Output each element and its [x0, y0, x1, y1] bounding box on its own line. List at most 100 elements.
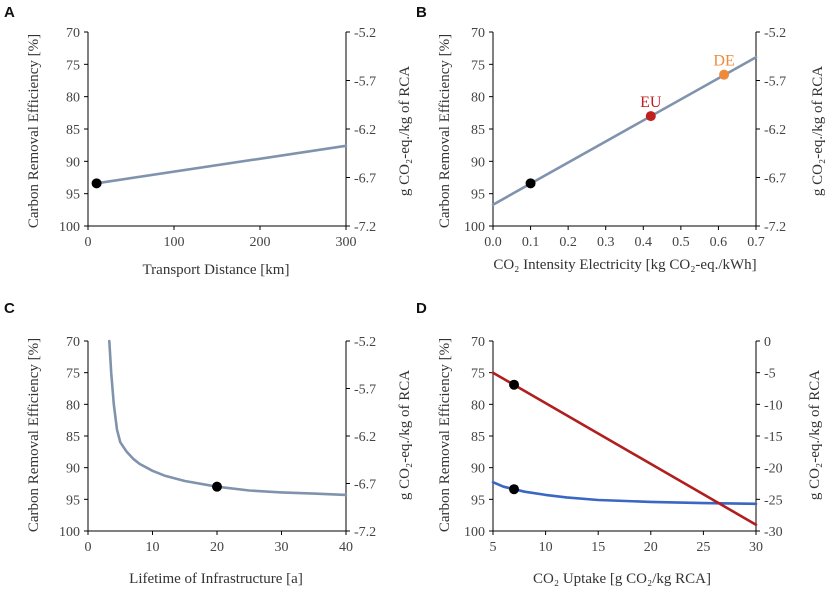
- y-tick-label-right-c: -5.2: [354, 335, 376, 350]
- series-line-c-0: [108, 339, 348, 497]
- x-tick-label-d: 15: [591, 540, 605, 555]
- y-tick-label-left-c: 80: [66, 398, 80, 413]
- series-line-d-0: [491, 480, 758, 506]
- y-tick-label-left-c: 85: [66, 430, 80, 445]
- y-tick-label-left-b: 80: [471, 91, 485, 106]
- y-tick-label-right-b: -6.7: [764, 172, 786, 187]
- panel-letter-d: D: [416, 300, 427, 317]
- series-line-b-0: [491, 55, 758, 206]
- panel-b: B Carbon Removal Efficiency [%] g CO₂-eq…: [416, 4, 826, 273]
- x-tick-label-a: 100: [164, 235, 185, 250]
- y-tick-label-left-c: 90: [66, 462, 80, 477]
- y-axis-label-right-c: g CO₂-eq./kg of RCA: [397, 370, 413, 500]
- y-tick-label-left-c: 75: [66, 367, 80, 382]
- series-line-d-1: [491, 371, 758, 526]
- x-tick-label-c: 0: [85, 540, 92, 555]
- y-tick-label-right-b: -7.2: [764, 220, 786, 235]
- data-point-c: [212, 481, 222, 492]
- y-tick-label-left-a: 85: [66, 123, 80, 138]
- y-tick-label-left-a: 100: [59, 220, 80, 235]
- y-tick-label-right-d: 0: [764, 335, 771, 350]
- y-tick-label-right-b: -6.2: [764, 123, 786, 138]
- y-axis-label-right-d: g CO₂-eq./kg of RCA: [807, 370, 823, 500]
- x-tick-label-c: 10: [146, 540, 160, 555]
- y-tick-label-left-b: 100: [464, 220, 485, 235]
- y-tick-label-left-a: 95: [66, 188, 80, 203]
- y-tick-label-right-a: -6.7: [354, 172, 376, 187]
- y-tick-label-left-d: 95: [471, 493, 485, 508]
- y-tick-label-right-b: -5.7: [764, 75, 786, 90]
- y-axis-label-left-a: Carbon Removal Efficiency [%]: [26, 34, 42, 228]
- y-tick-label-left-a: 80: [66, 91, 80, 106]
- y-tick-label-left-d: 90: [471, 462, 485, 477]
- y-tick-label-left-d: 70: [471, 335, 485, 350]
- y-axis-label-right-a: g CO₂-eq./kg of RCA: [397, 66, 413, 196]
- y-tick-label-left-d: 100: [464, 525, 485, 540]
- panel-letter-a: A: [4, 4, 15, 21]
- y-axis-label-left-c: Carbon Removal Efficiency [%]: [26, 338, 42, 532]
- x-tick-label-d: 10: [539, 540, 553, 555]
- x-tick-label-a: 300: [336, 235, 357, 250]
- y-tick-label-right-b: -5.2: [764, 26, 786, 41]
- data-point-a: [91, 178, 102, 189]
- y-tick-label-left-c: 70: [66, 335, 80, 350]
- panel-c: C Carbon Removal Efficiency [%] g CO₂-eq…: [4, 300, 413, 587]
- y-tick-label-left-d: 75: [471, 367, 485, 382]
- y-tick-label-right-d: -15: [764, 430, 783, 445]
- y-tick-label-right-a: -6.2: [354, 123, 376, 138]
- x-tick-label-d: 20: [644, 540, 658, 555]
- y-tick-label-right-c: -6.2: [354, 430, 376, 445]
- y-tick-label-left-c: 100: [59, 525, 80, 540]
- y-axis-label-left-d: Carbon Removal Efficiency [%]: [437, 338, 453, 532]
- y-tick-label-left-b: 75: [471, 58, 485, 73]
- data-point-d: [509, 484, 520, 495]
- x-tick-label-b: 0.7: [747, 235, 765, 250]
- x-axis-label-b: CO₂ Intensity Electricity [kg CO₂-eq./kW…: [493, 257, 756, 273]
- y-tick-label-left-b: 70: [471, 26, 485, 41]
- y-tick-label-left-c: 95: [66, 493, 80, 508]
- x-tick-label-b: 0.0: [484, 235, 502, 250]
- x-tick-label-b: 0.4: [635, 235, 653, 250]
- y-tick-label-left-a: 70: [66, 26, 80, 41]
- y-tick-label-left-d: 85: [471, 430, 485, 445]
- y-tick-label-right-d: -30: [764, 525, 783, 540]
- data-point-label-b: DE: [713, 53, 734, 70]
- data-point-b: [525, 178, 536, 189]
- x-tick-label-b: 0.5: [672, 235, 690, 250]
- y-tick-label-left-d: 80: [471, 398, 485, 413]
- x-tick-label-b: 0.1: [522, 235, 540, 250]
- y-tick-label-right-d: -20: [764, 462, 783, 477]
- x-tick-label-d: 30: [749, 540, 763, 555]
- y-tick-label-left-b: 95: [471, 188, 485, 203]
- x-tick-label-d: 25: [696, 540, 710, 555]
- y-tick-label-right-c: -7.2: [354, 525, 376, 540]
- y-tick-label-right-a: -5.7: [354, 75, 376, 90]
- y-tick-label-right-a: -5.2: [354, 26, 376, 41]
- panel-a: A Carbon Removal Efficiency [%] g CO₂-eq…: [4, 4, 413, 278]
- x-axis-label-a: Transport Distance [km]: [143, 262, 290, 278]
- x-tick-label-b: 0.2: [559, 235, 577, 250]
- x-axis-label-c: Lifetime of Infrastructure [a]: [129, 571, 303, 587]
- y-axis-label-left-b: Carbon Removal Efficiency [%]: [437, 34, 453, 228]
- x-tick-label-b: 0.3: [597, 235, 615, 250]
- y-tick-label-right-d: -10: [764, 398, 783, 413]
- data-point-label-b: EU: [640, 94, 662, 111]
- x-axis-label-d: CO₂ Uptake [g CO₂/kg RCA]: [533, 571, 711, 587]
- data-point-b: [719, 69, 730, 80]
- y-tick-label-left-b: 85: [471, 123, 485, 138]
- data-point-d: [509, 379, 520, 390]
- x-tick-label-c: 40: [339, 540, 353, 555]
- y-tick-label-left-b: 90: [471, 155, 485, 170]
- data-point-b: [645, 111, 656, 122]
- y-axis-label-right-b: g CO₂-eq./kg of RCA: [810, 66, 826, 196]
- y-tick-label-right-a: -7.2: [354, 220, 376, 235]
- y-tick-label-right-d: -5: [764, 367, 776, 382]
- x-tick-label-c: 30: [275, 540, 289, 555]
- x-tick-label-a: 0: [85, 235, 92, 250]
- y-tick-label-left-a: 90: [66, 155, 80, 170]
- panel-d: D Carbon Removal Efficiency [%] g CO₂-eq…: [416, 300, 823, 587]
- y-tick-label-right-d: -25: [764, 493, 783, 508]
- series-line-a-0: [95, 144, 348, 185]
- x-tick-label-d: 5: [490, 540, 497, 555]
